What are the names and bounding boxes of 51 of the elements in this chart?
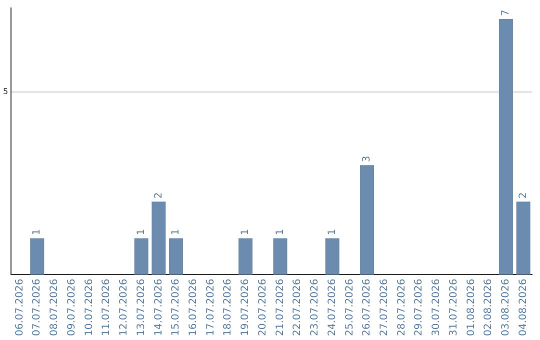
x-tick-label: 16.07.2026 <box>188 278 199 336</box>
bar <box>360 165 374 275</box>
data-label: 7 <box>500 10 512 16</box>
x-tick-label: 14.07.2026 <box>153 278 164 336</box>
x-tick-label: 31.07.2026 <box>448 278 460 336</box>
x-tick-label: 17.07.2026 <box>205 278 216 336</box>
x-tick-label: 25.07.2026 <box>344 278 356 336</box>
x-tick-label: 12.07.2026 <box>118 278 130 336</box>
y-tick-label: 5 <box>2 87 8 96</box>
x-tick-label: 18.07.2026 <box>222 278 234 336</box>
x-tick-label: 19.07.2026 <box>240 278 252 336</box>
x-tick-label: 21.07.2026 <box>274 278 286 336</box>
bar <box>325 238 340 275</box>
x-tick-label: 26.07.2026 <box>362 278 373 336</box>
x-tick-label: 03.08.2026 <box>500 278 512 336</box>
data-label: 3 <box>362 156 373 162</box>
x-tick-label: 23.07.2026 <box>310 278 321 336</box>
data-label: 1 <box>170 228 182 236</box>
bar <box>134 238 148 275</box>
bar <box>516 202 530 275</box>
x-tick-label: 30.07.2026 <box>431 278 442 336</box>
data-label: 1 <box>32 228 43 236</box>
x-tick-label: 06.07.2026 <box>14 278 26 336</box>
x-tick-label: 27.07.2026 <box>379 278 390 336</box>
data-label: 2 <box>518 192 529 199</box>
x-tick-label: 04.08.2026 <box>518 278 529 336</box>
x-tick-label: 13.07.2026 <box>136 278 147 336</box>
bar <box>30 238 44 275</box>
x-tick-label: 07.07.2026 <box>32 278 43 336</box>
x-tick-label: 11.07.2026 <box>101 278 112 336</box>
data-label: 2 <box>153 192 164 199</box>
bar <box>238 238 253 275</box>
x-tick-label: 10.07.2026 <box>84 278 95 336</box>
x-tick-label: 20.07.2026 <box>257 278 268 336</box>
data-label: 1 <box>240 228 252 236</box>
bar <box>152 202 166 275</box>
bar <box>498 18 513 275</box>
x-tick-label: 24.07.2026 <box>326 278 338 336</box>
data-label: 1 <box>326 228 338 236</box>
x-tick-label: 22.07.2026 <box>292 278 304 336</box>
data-label: 1 <box>274 228 286 236</box>
x-tick-label: 09.07.2026 <box>66 278 78 336</box>
x-tick-label: 28.07.2026 <box>396 278 408 336</box>
x-tick-label: 01.08.2026 <box>466 278 477 336</box>
data-label: 1 <box>136 228 147 236</box>
bar <box>169 238 184 275</box>
x-tick-label: 02.08.2026 <box>483 278 494 336</box>
x-tick-label: 08.07.2026 <box>49 278 60 336</box>
x-tick-label: 15.07.2026 <box>170 278 182 336</box>
bar <box>273 238 288 275</box>
x-tick-label: 29.07.2026 <box>414 278 425 336</box>
